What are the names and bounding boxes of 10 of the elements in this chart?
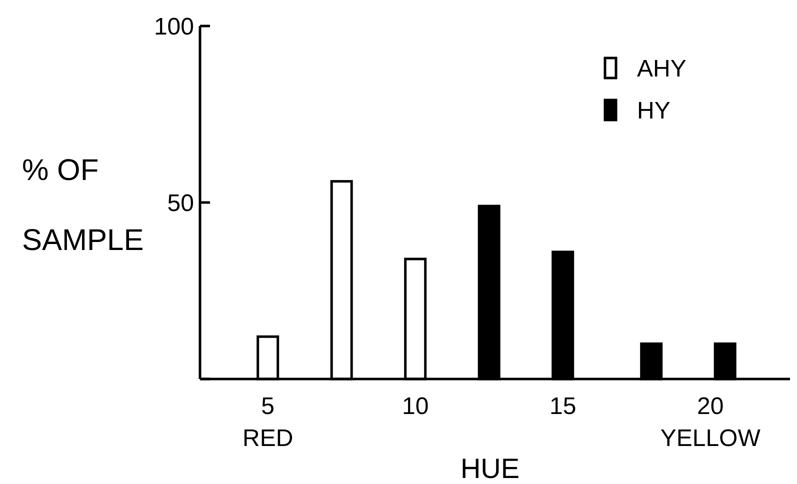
x-tick-label: 5 RED: [242, 393, 294, 452]
legend-label: HY: [637, 97, 670, 124]
text: % OF SAMPLE: [22, 154, 144, 257]
x-tick-label: 10: [402, 393, 429, 420]
x-tick-label: 20 YELLOW: [660, 393, 761, 452]
y-tick-label: 100: [154, 13, 194, 40]
legend-label: AHY: [637, 55, 686, 82]
x-tick-label: 15: [550, 393, 576, 420]
y-tick-label: 50: [167, 190, 194, 217]
x-axis-title: HUE: [460, 453, 520, 484]
